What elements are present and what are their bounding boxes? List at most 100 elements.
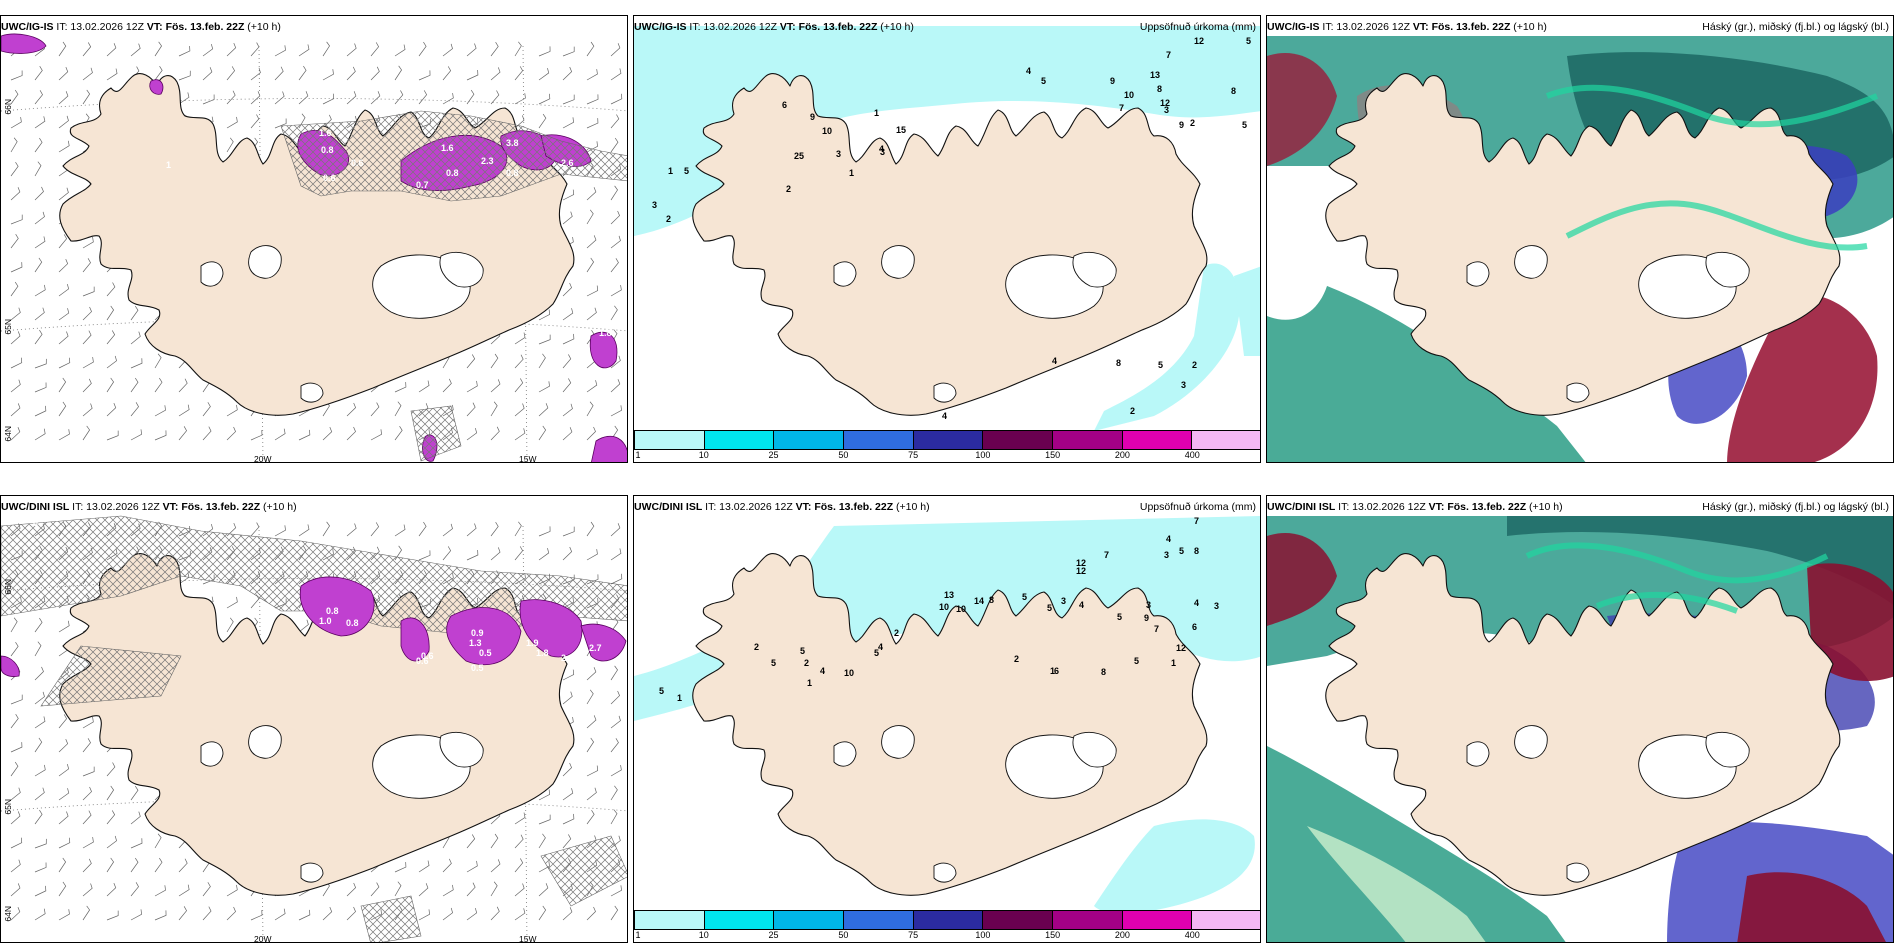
wind-barb <box>274 118 287 129</box>
colorbar-label: 200 <box>1114 450 1130 460</box>
wind-barb <box>298 909 311 921</box>
wind-barb <box>106 403 117 417</box>
wind-barb <box>610 284 622 297</box>
wind-barb <box>586 689 594 705</box>
wind-barb <box>226 906 236 921</box>
wind-barb <box>586 118 599 129</box>
precip-value-label: 2.3 <box>481 156 494 166</box>
colorbar-label: 10 <box>698 450 709 460</box>
wind-barb <box>10 787 21 801</box>
wind-barb <box>82 306 92 321</box>
wind-barb <box>106 305 115 321</box>
precip-value-label: 1.9 <box>526 638 539 648</box>
wind-barb <box>610 738 619 753</box>
colorbar-segment <box>1191 430 1260 450</box>
precip-value-label: 0.8 <box>346 618 359 628</box>
wind-barb <box>178 70 191 81</box>
wind-barb <box>610 809 618 825</box>
wind-barb <box>394 382 407 393</box>
wind-barb <box>226 90 236 105</box>
precip-value-label: 10 <box>844 668 854 678</box>
wind-barb <box>10 907 21 921</box>
wind-barb <box>562 427 573 441</box>
precip-value-label: 4 <box>1052 356 1057 366</box>
wind-barb <box>370 882 380 897</box>
precip-value-label: 6 <box>1054 666 1059 676</box>
wind-barb <box>130 305 139 321</box>
wind-barb <box>250 114 260 129</box>
wind-barb <box>490 401 498 417</box>
colorbar-label: 75 <box>908 930 919 940</box>
precip-value-label: 0.6 <box>421 651 434 661</box>
wind-barb <box>154 41 162 57</box>
wind-barb <box>466 89 475 105</box>
wind-barb <box>274 66 284 81</box>
wind-barb <box>106 785 115 801</box>
wind-barb <box>466 354 476 369</box>
precip-value-label: 2 <box>1192 360 1197 370</box>
wind-barb <box>610 785 618 801</box>
wind-barb <box>82 858 92 873</box>
panel-header: UWC/IG-IS IT: 13.02.2026 12Z VT: Fös. 13… <box>1 21 281 33</box>
precip-value-label: 0 <box>33 518 38 528</box>
wind-barb <box>82 905 91 921</box>
wind-barb <box>178 404 190 417</box>
wind-barb <box>58 620 70 633</box>
wind-barb <box>610 379 621 393</box>
precip-value-label: 4 <box>1079 600 1084 610</box>
wind-barb <box>514 521 522 537</box>
precip-value-label: 8 <box>1116 358 1121 368</box>
precip-value-label: 0.8 <box>446 168 459 178</box>
map-wind-precip: 1 1.6 0.8 0.6 0.6 1.6 2.3 3.8 2.6 0.7 0.8 0.8 1.8 <box>1 16 627 462</box>
wind-barb <box>34 358 47 369</box>
wind-barb <box>610 93 623 105</box>
colorbar-segment <box>634 430 704 450</box>
precip-value-label: 2.8 <box>561 653 574 663</box>
wind-barb <box>562 813 575 825</box>
wind-barb <box>34 641 42 657</box>
colorbar-label: 1 <box>635 450 641 460</box>
wind-barb <box>130 43 141 57</box>
wind-barb <box>490 547 501 561</box>
wind-barb <box>490 906 500 921</box>
wind-barb <box>130 377 139 393</box>
panel-subtitle: Uppsöfnuð úrkoma (mm) <box>1139 501 1256 513</box>
wind-barb <box>322 93 335 105</box>
wind-barb <box>562 354 572 369</box>
wind-barb <box>586 787 597 801</box>
wind-barb <box>82 67 93 81</box>
wind-barb <box>394 862 407 873</box>
panel-bottom-middle: 7 4 3 5 8 12 12 7 4 3 6 13 14 10 10 8 5 5 3 4 9 3 7 12 5 2 1 6 8 5 1 2 5… <box>633 495 1261 943</box>
wind-barb <box>34 428 46 441</box>
precip-value-label: 15 <box>896 125 906 135</box>
wind-barb <box>610 114 620 129</box>
panel-bottom-right: UWC/DINI ISL IT: 13.02.2026 12Z VT: Fös.… <box>1266 495 1894 943</box>
wind-barb <box>298 524 310 537</box>
wind-barb <box>538 833 546 849</box>
wind-barb <box>562 546 573 561</box>
wind-barb <box>466 380 478 393</box>
wind-barb <box>610 523 621 537</box>
wind-barb <box>82 258 91 273</box>
precip-value-label: 4 <box>1194 598 1199 608</box>
wind-barb <box>538 905 547 921</box>
precip-value-label: 4 <box>942 411 947 421</box>
wind-barb <box>154 833 162 849</box>
wind-barb <box>586 549 598 561</box>
wind-barb <box>394 545 402 561</box>
wind-barb <box>346 402 357 417</box>
wind-barb <box>562 907 573 921</box>
wind-barb <box>34 885 47 897</box>
wind-barb <box>490 426 500 441</box>
wind-barb <box>346 426 356 441</box>
wind-barb <box>442 43 453 57</box>
wind-barb <box>514 883 525 897</box>
precip-value-label: 12 <box>1194 36 1204 46</box>
wind-barb <box>34 838 47 849</box>
wind-barb <box>610 690 620 705</box>
wind-barb <box>226 596 238 609</box>
wind-barb <box>586 257 595 273</box>
wind-barb <box>58 357 71 369</box>
wind-barb <box>106 355 117 369</box>
